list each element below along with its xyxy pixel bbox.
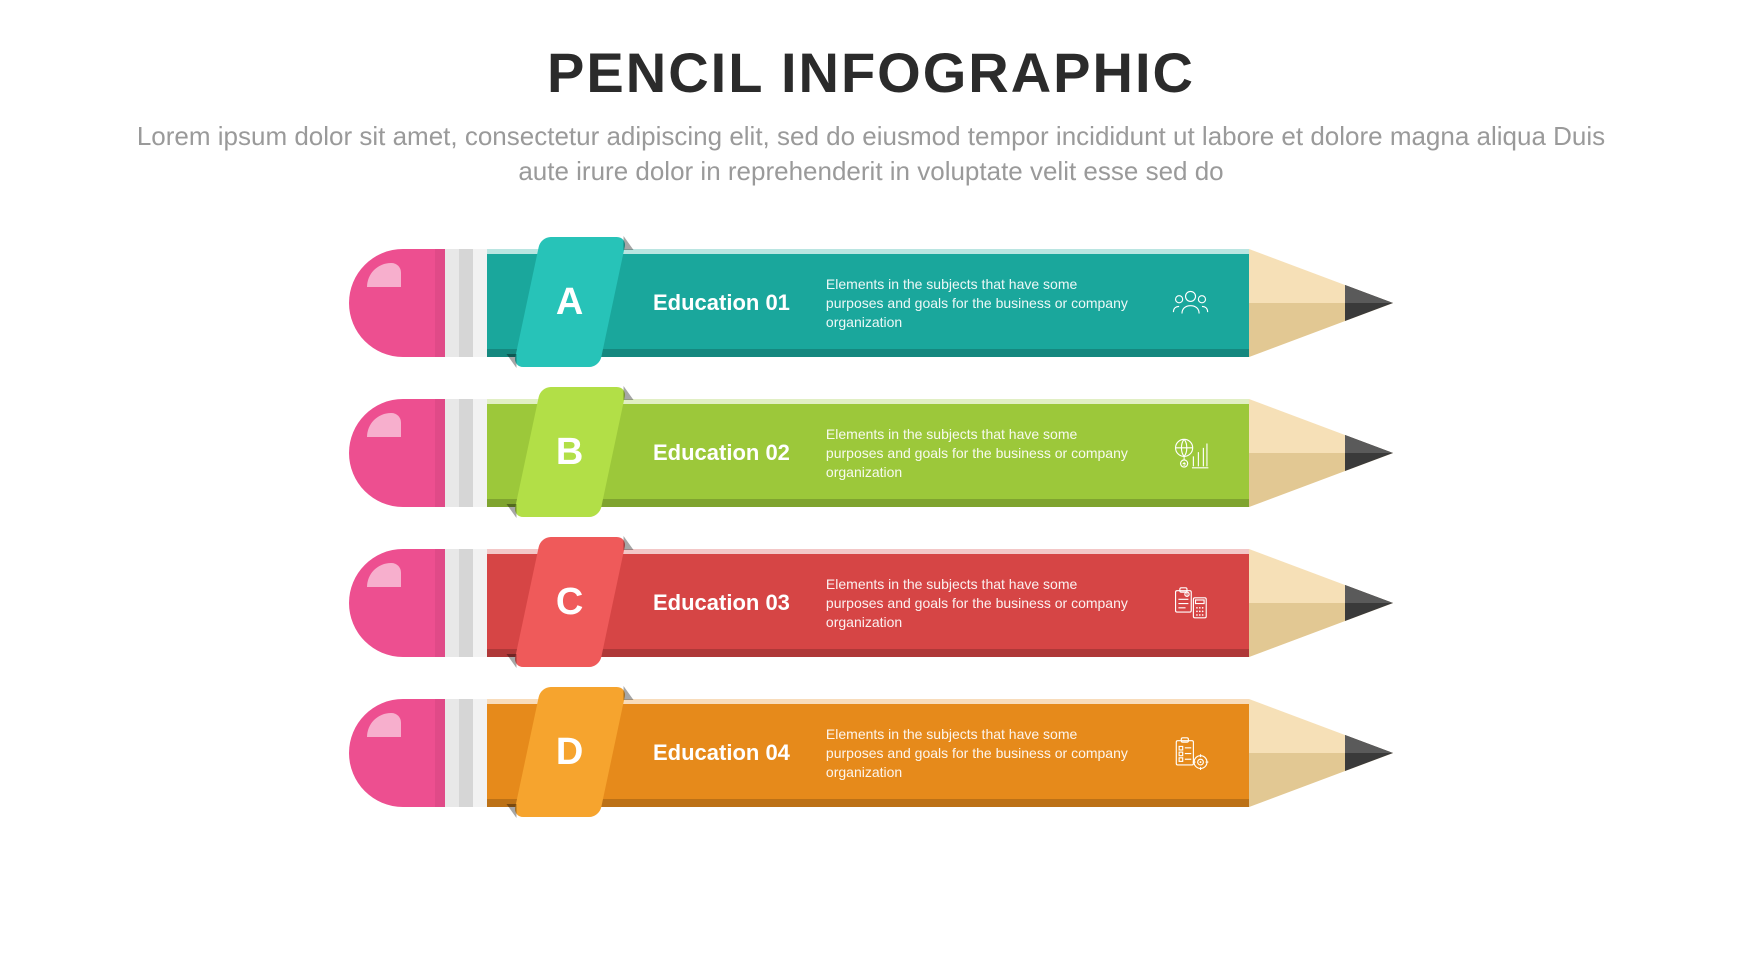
letter-badge: D xyxy=(513,687,627,817)
people-icon xyxy=(1172,277,1209,329)
item-description: Elements in the subjects that have some … xyxy=(826,575,1136,632)
page-title: PENCIL INFOGRAPHIC xyxy=(131,40,1611,105)
pencil-body: D Education 04 Elements in the subjects … xyxy=(487,699,1249,807)
item-heading: Education 01 xyxy=(653,290,790,316)
pencil-eraser xyxy=(349,699,445,807)
letter-badge: A xyxy=(513,237,627,367)
pencil-ferrule xyxy=(445,549,487,657)
pencil-tip xyxy=(1249,549,1393,657)
pencil-body: A Education 01 Elements in the subjects … xyxy=(487,249,1249,357)
pencil-row: A Education 01 Elements in the subjects … xyxy=(349,249,1393,357)
clipboard-calc-icon: $ xyxy=(1172,577,1209,629)
page-subtitle: Lorem ipsum dolor sit amet, consectetur … xyxy=(131,119,1611,189)
item-description: Elements in the subjects that have some … xyxy=(826,725,1136,782)
item-heading: Education 02 xyxy=(653,440,790,466)
pencil-ferrule xyxy=(445,399,487,507)
pencil-eraser xyxy=(349,249,445,357)
item-heading: Education 04 xyxy=(653,740,790,766)
pencil-row: C Education 03 Elements in the subjects … xyxy=(349,549,1393,657)
pencil-tip xyxy=(1249,399,1393,507)
pencil-row: B Education 02 Elements in the subjects … xyxy=(349,399,1393,507)
pencil-eraser xyxy=(349,399,445,507)
pencil-ferrule xyxy=(445,249,487,357)
letter-label: A xyxy=(556,280,583,323)
letter-label: D xyxy=(556,730,583,773)
item-heading: Education 03 xyxy=(653,590,790,616)
letter-badge: C xyxy=(513,537,627,667)
pencil-list: A Education 01 Elements in the subjects … xyxy=(349,249,1393,807)
letter-label: C xyxy=(556,580,583,623)
pencil-eraser xyxy=(349,549,445,657)
checklist-target-icon xyxy=(1172,727,1209,779)
pencil-tip xyxy=(1249,249,1393,357)
pencil-ferrule xyxy=(445,699,487,807)
pencil-body: C Education 03 Elements in the subjects … xyxy=(487,549,1249,657)
svg-text:$: $ xyxy=(1186,592,1188,596)
globe-chart-icon: $ xyxy=(1172,427,1209,479)
letter-badge: B xyxy=(513,387,627,517)
pencil-body: B Education 02 Elements in the subjects … xyxy=(487,399,1249,507)
pencil-row: D Education 04 Elements in the subjects … xyxy=(349,699,1393,807)
item-description: Elements in the subjects that have some … xyxy=(826,275,1136,332)
pencil-tip xyxy=(1249,699,1393,807)
header: PENCIL INFOGRAPHIC Lorem ipsum dolor sit… xyxy=(131,40,1611,189)
item-description: Elements in the subjects that have some … xyxy=(826,425,1136,482)
svg-text:$: $ xyxy=(1183,461,1186,467)
letter-label: B xyxy=(556,430,583,473)
